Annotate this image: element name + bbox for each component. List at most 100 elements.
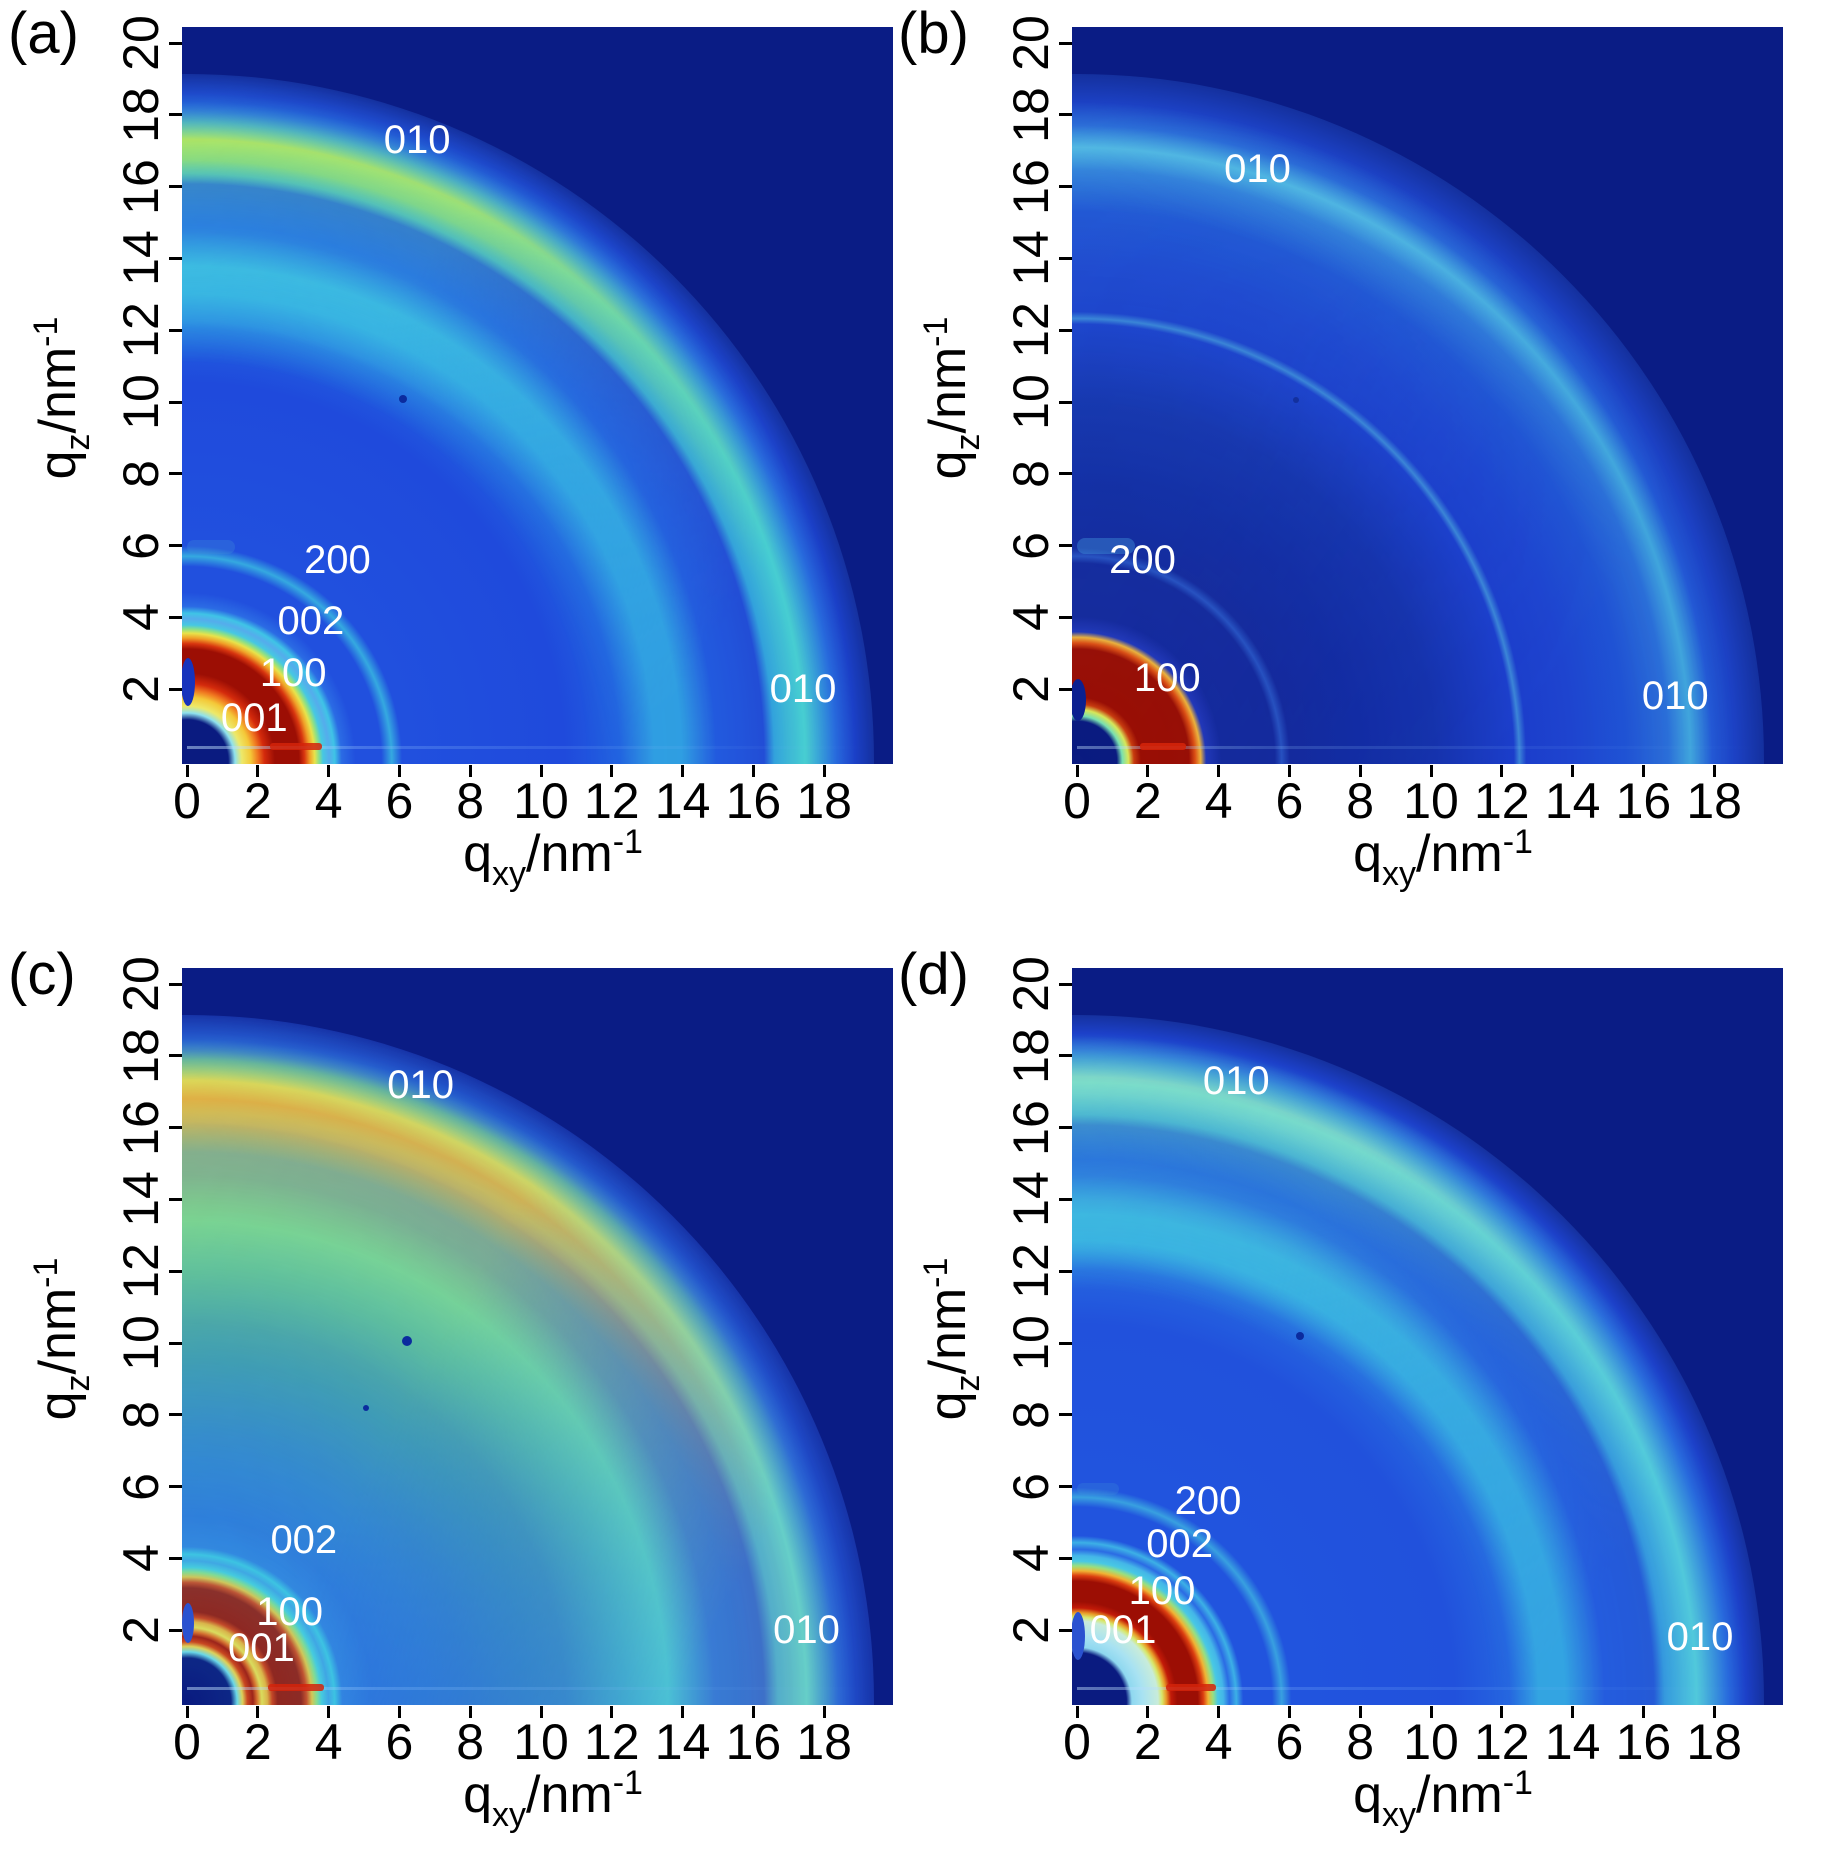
plot-area-a bbox=[182, 27, 893, 764]
x-tick bbox=[468, 765, 472, 777]
y-tick bbox=[169, 982, 182, 986]
x-tick bbox=[681, 765, 685, 777]
peak-label-200: 200 bbox=[1174, 1478, 1242, 1523]
x-tick bbox=[1146, 765, 1150, 777]
horizon-hotspot bbox=[1140, 743, 1186, 750]
x-tick bbox=[1358, 765, 1362, 777]
200-streak bbox=[1077, 1483, 1119, 1495]
y-tick bbox=[1059, 328, 1072, 332]
detector-speck bbox=[1293, 397, 1299, 403]
y-tick bbox=[169, 1269, 182, 1273]
y-tick bbox=[1059, 472, 1072, 476]
peak-label-100: 100 bbox=[259, 651, 327, 696]
peak-label-010: 010 bbox=[769, 667, 837, 712]
x-tick-label: 2 bbox=[1133, 1714, 1162, 1770]
x-tick bbox=[185, 765, 189, 777]
200-streak bbox=[1077, 538, 1135, 554]
x-tick-label: 16 bbox=[725, 773, 782, 829]
y-tick bbox=[169, 1054, 182, 1058]
y-tick bbox=[1059, 1054, 1072, 1058]
x-tick-label: 18 bbox=[1686, 773, 1742, 829]
x-tick bbox=[681, 1706, 685, 1718]
x-tick bbox=[1217, 765, 1221, 777]
y-tick-label: 10 bbox=[113, 1315, 169, 1371]
horizon-hotspot bbox=[270, 743, 322, 750]
y-tick bbox=[1059, 687, 1072, 691]
y-tick bbox=[1059, 1413, 1072, 1417]
peak-label-010: 010 bbox=[773, 1608, 840, 1653]
y-tick bbox=[1059, 256, 1072, 260]
y-tick-label: 4 bbox=[113, 1544, 169, 1573]
y-tick-label: 4 bbox=[1003, 603, 1059, 632]
horizon-hotspot bbox=[268, 1684, 324, 1691]
x-tick-label: 14 bbox=[654, 1714, 711, 1770]
x-tick bbox=[1075, 1706, 1079, 1718]
peak-label-200: 200 bbox=[1109, 537, 1176, 582]
y-tick-label: 16 bbox=[1003, 158, 1059, 215]
y-tick-label: 16 bbox=[1003, 1099, 1059, 1156]
peak-label-200: 200 bbox=[304, 537, 371, 582]
x-tick bbox=[822, 1706, 826, 1718]
y-tick bbox=[169, 1197, 182, 1201]
peak-label-010: 010 bbox=[1202, 1058, 1270, 1103]
y-tick bbox=[1059, 113, 1072, 117]
y-tick-label: 20 bbox=[113, 956, 169, 1012]
y-tick bbox=[169, 615, 182, 619]
y-tick-label: 16 bbox=[113, 1099, 169, 1156]
peak-label-100: 100 bbox=[256, 1590, 324, 1635]
x-tick-label: 10 bbox=[1403, 1714, 1459, 1770]
y-tick bbox=[169, 41, 182, 45]
x-tick-label: 8 bbox=[1346, 1714, 1375, 1770]
y-tick-label: 14 bbox=[113, 230, 169, 287]
giwaxs-pattern-c bbox=[182, 968, 893, 1705]
y-tick-label: 2 bbox=[113, 1616, 169, 1645]
x-tick bbox=[397, 765, 401, 777]
panel-a: (a) qz/nm-1 qxy/nm-1 0 2 4 6 8 10 12 14 16 18 2 4 6 8… bbox=[0, 0, 946, 930]
y-tick bbox=[169, 185, 182, 189]
peak-label-100: 100 bbox=[1133, 656, 1201, 701]
y-tick bbox=[169, 544, 182, 548]
x-tick-label: 10 bbox=[513, 1714, 569, 1770]
x-tick bbox=[1500, 1706, 1504, 1718]
x-tick bbox=[1287, 1706, 1291, 1718]
meridian-glow bbox=[182, 1015, 874, 1705]
x-tick-label: 4 bbox=[314, 1714, 343, 1770]
x-tick-label: 14 bbox=[654, 773, 711, 829]
y-tick bbox=[169, 1413, 182, 1417]
y-tick bbox=[1059, 615, 1072, 619]
x-tick-label: 14 bbox=[1544, 1714, 1601, 1770]
panel-letter: (a) bbox=[8, 1, 79, 66]
x-tick bbox=[610, 1706, 614, 1718]
x-tick bbox=[1712, 765, 1716, 777]
horizon-line bbox=[187, 1687, 867, 1690]
horizon-line bbox=[187, 746, 867, 749]
y-tick bbox=[169, 472, 182, 476]
y-tick-label: 18 bbox=[1003, 86, 1059, 143]
horizon-line bbox=[1077, 1687, 1757, 1690]
x-tick-label: 0 bbox=[173, 773, 201, 829]
x-tick-label: 12 bbox=[583, 1714, 640, 1770]
y-tick-label: 8 bbox=[1003, 459, 1059, 488]
x-tick bbox=[539, 765, 543, 777]
y-tick bbox=[1059, 1485, 1072, 1489]
y-tick-label: 12 bbox=[1003, 302, 1059, 358]
x-tick-label: 10 bbox=[513, 773, 569, 829]
beamstop-arm bbox=[1072, 1612, 1085, 1660]
y-tick-label: 20 bbox=[1003, 15, 1059, 71]
x-axis-title: qxy/nm-1 bbox=[1353, 823, 1533, 893]
y-tick-label: 8 bbox=[113, 459, 169, 488]
x-tick bbox=[397, 1706, 401, 1718]
x-tick bbox=[610, 765, 614, 777]
y-tick-label: 20 bbox=[1003, 956, 1059, 1012]
x-tick-label: 12 bbox=[583, 773, 640, 829]
y-tick bbox=[1059, 1341, 1072, 1345]
peak-label-100: 100 bbox=[1128, 1568, 1196, 1613]
x-tick-label: 0 bbox=[1063, 773, 1091, 829]
x-tick bbox=[1217, 1706, 1221, 1718]
y-tick bbox=[169, 113, 182, 117]
x-tick bbox=[1571, 1706, 1575, 1718]
x-tick bbox=[1075, 765, 1079, 777]
x-tick-label: 16 bbox=[1615, 773, 1672, 829]
y-tick bbox=[1059, 185, 1072, 189]
